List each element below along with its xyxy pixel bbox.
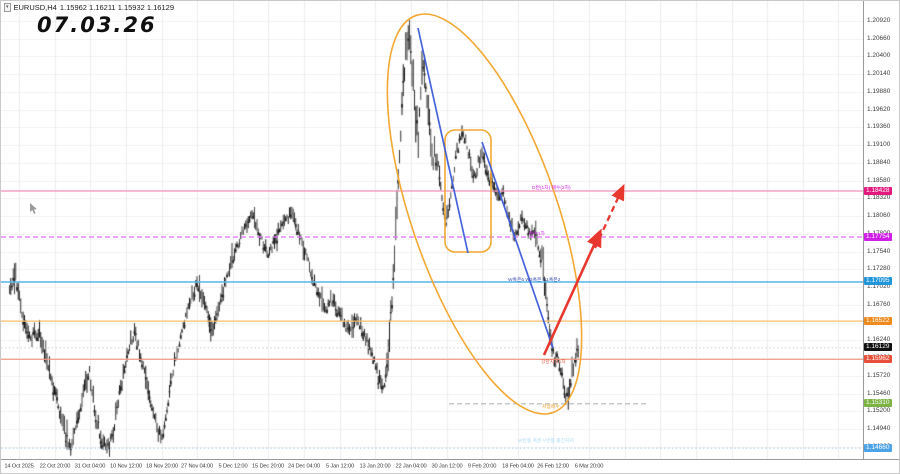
time-tick-label: 6 Mar 20:00 [574, 463, 604, 470]
time-tick-label: 30 Jan 12:00 [431, 463, 462, 470]
time-tick-label: 22 Oct 20:00 [39, 463, 70, 470]
time-tick-label: 5 Jan 12:00 [325, 463, 354, 470]
mouse-cursor-icon [30, 203, 37, 214]
price-level-badge: 1.18428 [864, 186, 892, 195]
time-tick-label: 24 Dec 04:00 [288, 463, 320, 470]
time-tick-label: 5 Dec 12:00 [218, 463, 248, 470]
current-price-badge: 1.16129 [864, 343, 892, 352]
time-tick-label: 27 Nov 04:00 [181, 463, 214, 470]
chevron-down-icon[interactable]: ▾ [4, 3, 11, 12]
price-tick-label: 1.16240 [867, 336, 891, 344]
plot-area[interactable]: ▾ EURUSD,H4 1.15962 1.16211 1.15932 1.16… [1, 1, 863, 459]
time-tick-label: 14 Oct 2025 [4, 463, 34, 470]
price-level-badge: 1.17754 [864, 232, 892, 241]
price-tick-label: 1.15200 [867, 407, 891, 414]
price-tick-label: 1.15460 [867, 389, 891, 397]
price-level-badge: 1.14660 [864, 443, 892, 452]
chart-annotation: D턴(1차) 매수(2차) [532, 186, 571, 191]
chart-annotation: W반등 혹은 V반등 중간지지 [518, 439, 574, 444]
price-tick-label: 1.19620 [867, 105, 891, 113]
candles-canvas[interactable] [1, 1, 863, 459]
price-tick-label: 1.18060 [867, 212, 891, 219]
time-tick-label: 13 Jan 20:00 [359, 463, 391, 470]
price-axis[interactable]: 1.20920 1.20660 1.20400 1.20140 1.19880 1.196… [863, 1, 899, 459]
price-tick-label: 1.18580 [867, 176, 891, 184]
price-level-badge: 1.15310 [864, 399, 892, 408]
price-tick-label: 1.20400 [867, 52, 891, 60]
price-tick-label: 1.18320 [867, 194, 891, 202]
time-tick-label: 22 Jan 04:00 [395, 463, 427, 470]
price-tick-label: 1.20920 [867, 17, 891, 24]
time-tick-label: 18 Nov 20:00 [145, 463, 178, 470]
chart-annotation: 강한지지1차 [541, 360, 566, 365]
price-tick-label: 1.17540 [867, 247, 891, 255]
price-tick-label: 1.20660 [867, 34, 891, 42]
time-axis[interactable]: 14 Oct 2025 22 Oct 20:00 31 Oct 04:00 10 No… [1, 459, 899, 473]
chart-annotation: W혹은5 W3혹은 D1혹은2 [508, 278, 561, 283]
symbol-label: EURUSD,H4 [13, 3, 57, 12]
price-tick-label: 1.18840 [867, 159, 891, 166]
price-tick-label: 1.14940 [867, 425, 891, 432]
price-tick-label: 1.17280 [867, 265, 891, 273]
price-level-badge: 1.16522 [864, 316, 892, 325]
time-tick-label: 10 Nov 12:00 [109, 463, 142, 470]
time-tick-label: 18 Feb 04:00 [501, 463, 534, 470]
time-tick-label: 15 Dec 20:00 [252, 463, 285, 470]
price-tick-label: 1.17020 [867, 283, 891, 290]
price-tick-label: 1.16760 [867, 301, 891, 308]
ohlc-values: 1.15962 1.16211 1.15932 1.16129 [59, 3, 174, 12]
price-tick-label: 1.19100 [867, 141, 891, 148]
chart-annotation: 저점매수 [542, 405, 560, 410]
time-tick-label: 26 Feb 12:00 [537, 463, 570, 470]
chart-annotation: 매수1차 [529, 232, 545, 237]
chart-title: ▾ EURUSD,H4 1.15962 1.16211 1.15932 1.16… [4, 3, 174, 12]
price-level-badge: 1.17095 [864, 277, 892, 286]
price-tick-label: 1.19360 [867, 123, 891, 131]
date-note: 07.03.26 [37, 13, 157, 37]
time-tick-label: 31 Oct 04:00 [74, 463, 106, 470]
price-tick-label: 1.20140 [867, 70, 891, 77]
time-tick-label: 9 Feb 20:00 [467, 463, 497, 470]
price-tick-label: 1.15720 [867, 372, 891, 379]
price-tick-label: 1.19880 [867, 88, 891, 95]
price-level-badge: 1.15962 [864, 354, 892, 363]
